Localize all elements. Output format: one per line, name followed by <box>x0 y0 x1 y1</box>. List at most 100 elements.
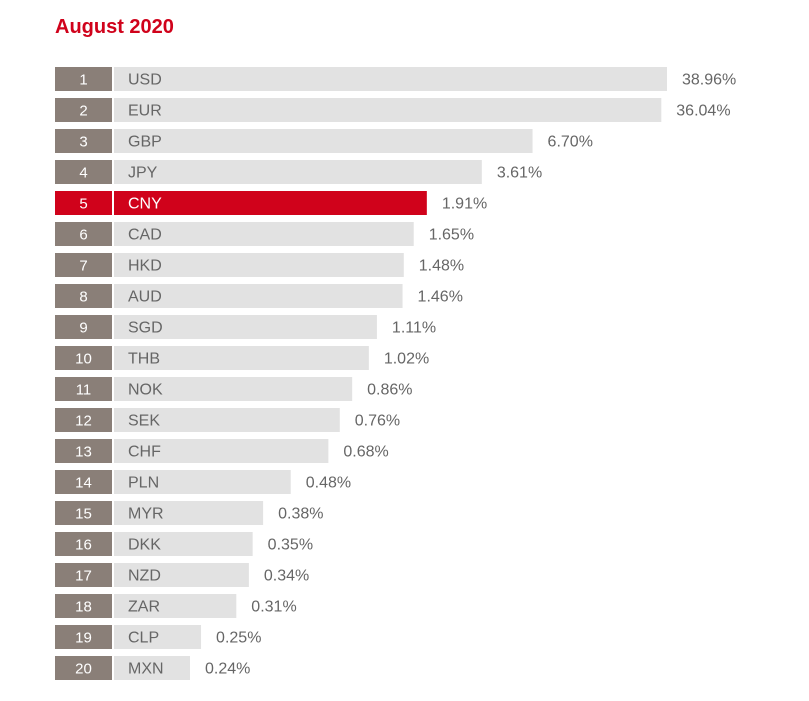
rank-label: 1 <box>79 72 87 89</box>
rank-box <box>55 253 112 277</box>
value-label: 1.65% <box>429 227 474 244</box>
value-label: 0.76% <box>355 413 400 430</box>
rank-label: 8 <box>79 289 87 306</box>
bar <box>114 284 403 308</box>
rank-box <box>55 377 112 401</box>
rank-label: 9 <box>79 320 87 337</box>
rank-box <box>55 222 112 246</box>
highlight-bar <box>114 191 427 215</box>
value-label: 0.24% <box>205 661 250 678</box>
bar <box>114 470 291 494</box>
rank-label: 17 <box>75 568 92 585</box>
currency-label: GBP <box>128 134 162 151</box>
rank-box <box>55 67 112 91</box>
currency-label: CAD <box>128 227 162 244</box>
bar <box>114 222 414 246</box>
value-label: 6.70% <box>548 134 593 151</box>
rank-label: 10 <box>75 351 92 368</box>
currency-label: SGD <box>128 320 163 337</box>
rank-box <box>55 408 112 432</box>
currency-label: PLN <box>128 475 159 492</box>
currency-label: ZAR <box>128 599 160 616</box>
bar <box>114 346 369 370</box>
bar <box>114 377 353 401</box>
rank-box <box>55 563 112 587</box>
rank-box <box>55 594 112 618</box>
rank-label: 6 <box>79 227 87 244</box>
bar <box>114 315 377 339</box>
value-label: 1.46% <box>418 289 463 306</box>
currency-label: MXN <box>128 661 164 678</box>
bar <box>114 656 190 680</box>
bar <box>114 408 340 432</box>
bar <box>114 253 404 277</box>
rank-box <box>55 439 112 463</box>
currency-label: CNY <box>128 196 162 213</box>
value-label: 3.61% <box>497 165 542 182</box>
rank-label: 14 <box>75 475 92 492</box>
bar <box>114 625 202 649</box>
value-label: 1.91% <box>442 196 487 213</box>
rank-label: 4 <box>79 165 87 182</box>
currency-label: EUR <box>128 103 162 120</box>
bar <box>114 563 249 587</box>
value-label: 0.48% <box>306 475 351 492</box>
value-label: 0.25% <box>216 630 261 647</box>
currency-label: THB <box>128 351 160 368</box>
rank-box <box>55 501 112 525</box>
rank-box <box>55 284 112 308</box>
value-label: 1.48% <box>419 258 464 275</box>
rank-box <box>55 191 112 215</box>
value-label: 0.86% <box>367 382 412 399</box>
value-label: 0.31% <box>251 599 296 616</box>
value-label: 0.38% <box>278 506 323 523</box>
rank-box <box>55 346 112 370</box>
bar <box>114 160 482 184</box>
value-label: 0.68% <box>343 444 388 461</box>
rank-box <box>55 315 112 339</box>
value-label: 0.35% <box>268 537 313 554</box>
value-label: 0.34% <box>264 568 309 585</box>
rank-label: 16 <box>75 537 92 554</box>
currency-label: DKK <box>128 537 161 554</box>
bar <box>114 98 662 122</box>
currency-label: NZD <box>128 568 161 585</box>
rank-label: 15 <box>75 506 92 523</box>
rank-box <box>55 656 112 680</box>
currency-label: HKD <box>128 258 162 275</box>
rank-label: 20 <box>75 661 92 678</box>
rank-label: 2 <box>79 103 87 120</box>
currency-label: SEK <box>128 413 160 430</box>
rank-label: 18 <box>75 599 92 616</box>
value-label: 36.04% <box>676 103 730 120</box>
rank-label: 7 <box>79 258 87 275</box>
bar <box>114 532 253 556</box>
bar <box>114 594 237 618</box>
bar <box>114 129 533 153</box>
currency-label: CLP <box>128 630 159 647</box>
value-label: 38.96% <box>682 72 736 89</box>
rank-label: 5 <box>79 196 87 213</box>
currency-label: AUD <box>128 289 162 306</box>
rank-label: 3 <box>79 134 87 151</box>
value-label: 1.02% <box>384 351 429 368</box>
currency-label: CHF <box>128 444 161 461</box>
rank-label: 13 <box>75 444 92 461</box>
value-label: 1.11% <box>392 320 436 337</box>
rank-box <box>55 129 112 153</box>
rank-box <box>55 625 112 649</box>
rank-box <box>55 160 112 184</box>
currency-label: USD <box>128 72 162 89</box>
rank-label: 11 <box>76 382 92 399</box>
bar <box>114 501 264 525</box>
bar <box>114 439 329 463</box>
bar <box>114 67 667 91</box>
rank-label: 12 <box>75 413 92 430</box>
rank-box <box>55 470 112 494</box>
chart-title: August 2020 <box>55 16 174 38</box>
rank-box <box>55 98 112 122</box>
rank-box <box>55 532 112 556</box>
currency-label: NOK <box>128 382 163 399</box>
currency-label: MYR <box>128 506 164 523</box>
